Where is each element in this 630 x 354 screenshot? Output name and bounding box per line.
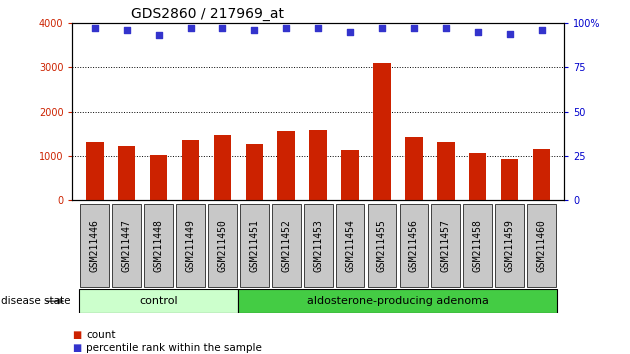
FancyBboxPatch shape: [208, 204, 237, 287]
Text: aldosterone-producing adenoma: aldosterone-producing adenoma: [307, 296, 489, 306]
Point: [505, 31, 515, 36]
Point: [537, 27, 547, 33]
Text: GSM211452: GSM211452: [281, 219, 291, 272]
Bar: [501, 159, 518, 200]
Bar: [309, 130, 327, 200]
FancyBboxPatch shape: [399, 204, 428, 287]
Point: [345, 29, 355, 35]
Point: [281, 25, 291, 31]
Bar: [150, 155, 168, 200]
Bar: [86, 142, 103, 200]
Text: control: control: [139, 296, 178, 306]
Bar: [181, 140, 199, 200]
FancyBboxPatch shape: [463, 204, 492, 287]
Bar: [341, 150, 359, 200]
Point: [89, 25, 100, 31]
Text: GSM211455: GSM211455: [377, 219, 387, 272]
Point: [217, 25, 227, 31]
Text: GSM211447: GSM211447: [122, 219, 132, 272]
Bar: [405, 137, 423, 200]
FancyBboxPatch shape: [81, 204, 109, 287]
FancyBboxPatch shape: [240, 204, 268, 287]
Text: GSM211448: GSM211448: [154, 219, 164, 272]
Text: percentile rank within the sample: percentile rank within the sample: [86, 343, 262, 353]
FancyBboxPatch shape: [368, 204, 396, 287]
FancyBboxPatch shape: [79, 289, 238, 313]
Point: [313, 25, 323, 31]
Text: GSM211456: GSM211456: [409, 219, 419, 272]
Text: GSM211446: GSM211446: [90, 219, 100, 272]
Point: [185, 25, 195, 31]
Bar: [469, 153, 486, 200]
Bar: [118, 147, 135, 200]
FancyBboxPatch shape: [144, 204, 173, 287]
Text: disease state: disease state: [1, 296, 71, 306]
Text: GSM211457: GSM211457: [441, 219, 451, 272]
Point: [377, 25, 387, 31]
Bar: [437, 142, 455, 200]
Bar: [533, 149, 550, 200]
Bar: [277, 131, 295, 200]
Text: GSM211458: GSM211458: [472, 219, 483, 272]
Text: GSM211449: GSM211449: [185, 219, 195, 272]
Text: GSM211453: GSM211453: [313, 219, 323, 272]
Text: GDS2860 / 217969_at: GDS2860 / 217969_at: [132, 7, 284, 21]
Bar: [373, 63, 391, 200]
Point: [122, 27, 132, 33]
Text: GSM211460: GSM211460: [537, 219, 546, 272]
Text: count: count: [86, 330, 116, 339]
Text: ■: ■: [72, 330, 82, 339]
Text: GSM211450: GSM211450: [217, 219, 227, 272]
FancyBboxPatch shape: [336, 204, 364, 287]
FancyBboxPatch shape: [176, 204, 205, 287]
Point: [154, 33, 164, 38]
FancyBboxPatch shape: [304, 204, 333, 287]
Point: [441, 25, 451, 31]
Text: ■: ■: [72, 343, 82, 353]
Point: [409, 25, 419, 31]
Bar: [246, 144, 263, 200]
FancyBboxPatch shape: [272, 204, 301, 287]
Text: GSM211459: GSM211459: [505, 219, 515, 272]
FancyBboxPatch shape: [495, 204, 524, 287]
FancyBboxPatch shape: [432, 204, 460, 287]
Text: GSM211454: GSM211454: [345, 219, 355, 272]
FancyBboxPatch shape: [238, 289, 558, 313]
Point: [249, 27, 260, 33]
FancyBboxPatch shape: [527, 204, 556, 287]
Bar: [214, 135, 231, 200]
Text: GSM211451: GSM211451: [249, 219, 260, 272]
Point: [472, 29, 483, 35]
FancyBboxPatch shape: [112, 204, 141, 287]
